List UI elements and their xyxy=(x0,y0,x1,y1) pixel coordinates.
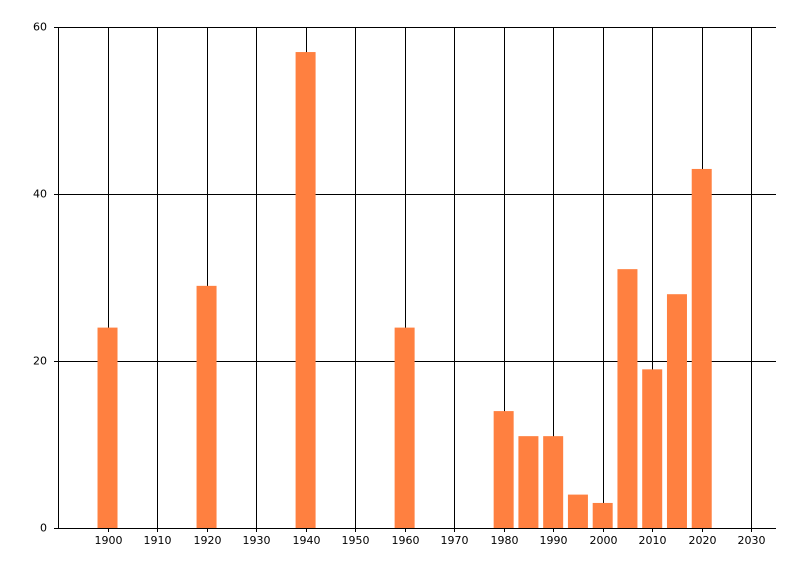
bar xyxy=(97,327,118,528)
bar xyxy=(666,294,687,528)
bar xyxy=(394,327,415,528)
y-tick-label: 60 xyxy=(33,21,47,34)
y-tick-label: 20 xyxy=(33,355,47,368)
x-tick-label: 1900 xyxy=(95,534,123,547)
x-tick-label: 1920 xyxy=(194,534,222,547)
bar xyxy=(617,269,638,528)
bar xyxy=(295,52,316,529)
x-tick-label: 1970 xyxy=(441,534,469,547)
bar xyxy=(196,285,217,528)
bar xyxy=(543,436,564,528)
x-tick-label: 1940 xyxy=(293,534,321,547)
x-tick-label: 1910 xyxy=(144,534,172,547)
x-tick-label: 1960 xyxy=(392,534,420,547)
x-tick-label: 2030 xyxy=(738,534,766,547)
x-tick-label: 1950 xyxy=(342,534,370,547)
x-tick-label: 2000 xyxy=(590,534,618,547)
bar xyxy=(642,369,663,528)
x-tick-label: 2020 xyxy=(689,534,717,547)
bar xyxy=(493,411,514,528)
x-tick-label: 2010 xyxy=(639,534,667,547)
y-tick-label: 40 xyxy=(33,188,47,201)
x-tick-label: 1980 xyxy=(491,534,519,547)
y-tick-label: 0 xyxy=(40,522,47,535)
bar xyxy=(691,168,712,528)
bar xyxy=(592,502,613,528)
bar xyxy=(518,436,539,528)
x-tick-label: 1990 xyxy=(540,534,568,547)
bar xyxy=(567,494,588,528)
x-tick-label: 1930 xyxy=(243,534,271,547)
